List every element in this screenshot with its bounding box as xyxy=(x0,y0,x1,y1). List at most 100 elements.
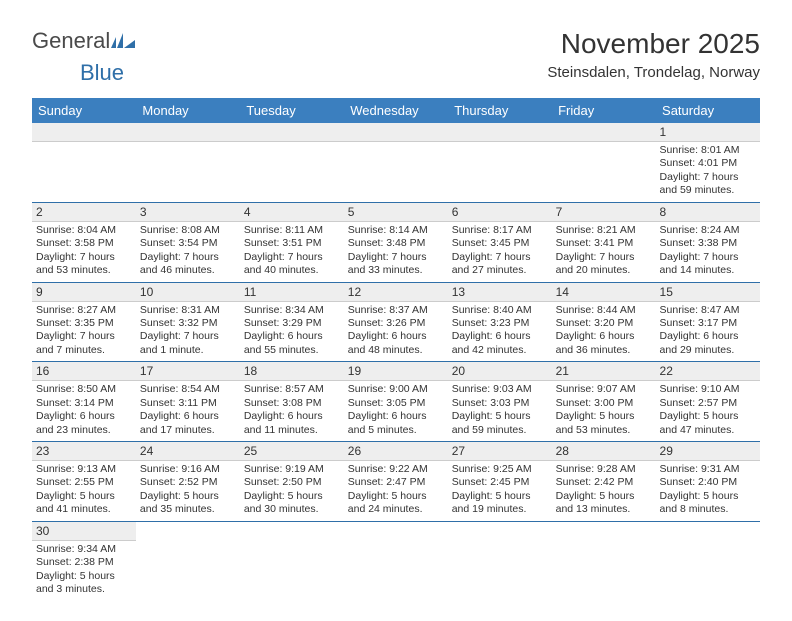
day-cell: 4Sunrise: 8:11 AMSunset: 3:51 PMDaylight… xyxy=(240,202,344,282)
day-detail: Sunrise: 9:07 AMSunset: 3:00 PMDaylight:… xyxy=(552,381,656,441)
day-cell: 15Sunrise: 8:47 AMSunset: 3:17 PMDayligh… xyxy=(656,282,760,362)
week-row: 9Sunrise: 8:27 AMSunset: 3:35 PMDaylight… xyxy=(32,282,760,362)
day-header-thursday: Thursday xyxy=(448,98,552,123)
day-header-saturday: Saturday xyxy=(656,98,760,123)
day-number: 5 xyxy=(344,203,448,222)
day-cell: 22Sunrise: 9:10 AMSunset: 2:57 PMDayligh… xyxy=(656,362,760,442)
day-header-row: SundayMondayTuesdayWednesdayThursdayFrid… xyxy=(32,98,760,123)
day-cell: 26Sunrise: 9:22 AMSunset: 2:47 PMDayligh… xyxy=(344,442,448,522)
day-cell: 23Sunrise: 9:13 AMSunset: 2:55 PMDayligh… xyxy=(32,442,136,522)
day-number: 25 xyxy=(240,442,344,461)
day-detail: Sunrise: 8:57 AMSunset: 3:08 PMDaylight:… xyxy=(240,381,344,441)
day-cell: 25Sunrise: 9:19 AMSunset: 2:50 PMDayligh… xyxy=(240,442,344,522)
day-number: 29 xyxy=(656,442,760,461)
day-cell xyxy=(448,123,552,202)
week-row: 23Sunrise: 9:13 AMSunset: 2:55 PMDayligh… xyxy=(32,442,760,522)
day-cell xyxy=(656,521,760,600)
day-number: 2 xyxy=(32,203,136,222)
day-header-monday: Monday xyxy=(136,98,240,123)
day-cell: 2Sunrise: 8:04 AMSunset: 3:58 PMDaylight… xyxy=(32,202,136,282)
day-cell: 11Sunrise: 8:34 AMSunset: 3:29 PMDayligh… xyxy=(240,282,344,362)
day-detail: Sunrise: 8:50 AMSunset: 3:14 PMDaylight:… xyxy=(32,381,136,441)
header: General Blue November 2025 Steinsdalen, T… xyxy=(32,28,760,86)
day-cell: 21Sunrise: 9:07 AMSunset: 3:00 PMDayligh… xyxy=(552,362,656,442)
day-cell: 10Sunrise: 8:31 AMSunset: 3:32 PMDayligh… xyxy=(136,282,240,362)
day-detail: Sunrise: 9:10 AMSunset: 2:57 PMDaylight:… xyxy=(656,381,760,441)
day-detail: Sunrise: 8:40 AMSunset: 3:23 PMDaylight:… xyxy=(448,302,552,362)
day-header-sunday: Sunday xyxy=(32,98,136,123)
logo-text-2: Blue xyxy=(80,60,124,85)
logo-flag-icon xyxy=(111,28,135,54)
day-number: 13 xyxy=(448,283,552,302)
day-cell: 3Sunrise: 8:08 AMSunset: 3:54 PMDaylight… xyxy=(136,202,240,282)
week-row: 30Sunrise: 9:34 AMSunset: 2:38 PMDayligh… xyxy=(32,521,760,600)
day-detail: Sunrise: 8:47 AMSunset: 3:17 PMDaylight:… xyxy=(656,302,760,362)
day-cell: 30Sunrise: 9:34 AMSunset: 2:38 PMDayligh… xyxy=(32,521,136,600)
day-detail: Sunrise: 8:04 AMSunset: 3:58 PMDaylight:… xyxy=(32,222,136,282)
day-detail: Sunrise: 9:28 AMSunset: 2:42 PMDaylight:… xyxy=(552,461,656,521)
day-detail: Sunrise: 9:00 AMSunset: 3:05 PMDaylight:… xyxy=(344,381,448,441)
day-number: 15 xyxy=(656,283,760,302)
day-number: 11 xyxy=(240,283,344,302)
day-cell xyxy=(32,123,136,202)
day-detail: Sunrise: 8:27 AMSunset: 3:35 PMDaylight:… xyxy=(32,302,136,362)
day-detail: Sunrise: 9:13 AMSunset: 2:55 PMDaylight:… xyxy=(32,461,136,521)
day-number: 4 xyxy=(240,203,344,222)
day-number: 28 xyxy=(552,442,656,461)
day-detail: Sunrise: 9:16 AMSunset: 2:52 PMDaylight:… xyxy=(136,461,240,521)
day-cell xyxy=(552,123,656,202)
day-cell xyxy=(240,123,344,202)
day-detail: Sunrise: 8:17 AMSunset: 3:45 PMDaylight:… xyxy=(448,222,552,282)
logo-text-1: General xyxy=(32,28,110,53)
day-cell: 7Sunrise: 8:21 AMSunset: 3:41 PMDaylight… xyxy=(552,202,656,282)
day-cell xyxy=(240,521,344,600)
day-header-tuesday: Tuesday xyxy=(240,98,344,123)
day-detail: Sunrise: 9:03 AMSunset: 3:03 PMDaylight:… xyxy=(448,381,552,441)
day-number: 9 xyxy=(32,283,136,302)
day-detail: Sunrise: 9:25 AMSunset: 2:45 PMDaylight:… xyxy=(448,461,552,521)
day-detail: Sunrise: 8:01 AMSunset: 4:01 PMDaylight:… xyxy=(656,142,760,202)
day-cell: 20Sunrise: 9:03 AMSunset: 3:03 PMDayligh… xyxy=(448,362,552,442)
day-detail: Sunrise: 8:14 AMSunset: 3:48 PMDaylight:… xyxy=(344,222,448,282)
day-detail: Sunrise: 8:08 AMSunset: 3:54 PMDaylight:… xyxy=(136,222,240,282)
day-number: 20 xyxy=(448,362,552,381)
day-number: 14 xyxy=(552,283,656,302)
day-detail: Sunrise: 8:54 AMSunset: 3:11 PMDaylight:… xyxy=(136,381,240,441)
week-row: 16Sunrise: 8:50 AMSunset: 3:14 PMDayligh… xyxy=(32,362,760,442)
logo: General Blue xyxy=(32,28,135,86)
day-cell: 5Sunrise: 8:14 AMSunset: 3:48 PMDaylight… xyxy=(344,202,448,282)
day-detail: Sunrise: 8:34 AMSunset: 3:29 PMDaylight:… xyxy=(240,302,344,362)
day-number: 19 xyxy=(344,362,448,381)
day-number: 27 xyxy=(448,442,552,461)
day-cell xyxy=(344,521,448,600)
day-number: 1 xyxy=(656,123,760,142)
day-cell xyxy=(136,123,240,202)
day-number: 8 xyxy=(656,203,760,222)
day-header-wednesday: Wednesday xyxy=(344,98,448,123)
week-row: 2Sunrise: 8:04 AMSunset: 3:58 PMDaylight… xyxy=(32,202,760,282)
day-number: 10 xyxy=(136,283,240,302)
month-title: November 2025 xyxy=(547,28,760,60)
day-number: 24 xyxy=(136,442,240,461)
day-cell: 6Sunrise: 8:17 AMSunset: 3:45 PMDaylight… xyxy=(448,202,552,282)
day-cell: 13Sunrise: 8:40 AMSunset: 3:23 PMDayligh… xyxy=(448,282,552,362)
day-number: 12 xyxy=(344,283,448,302)
day-detail: Sunrise: 8:24 AMSunset: 3:38 PMDaylight:… xyxy=(656,222,760,282)
day-number: 30 xyxy=(32,522,136,541)
day-cell: 19Sunrise: 9:00 AMSunset: 3:05 PMDayligh… xyxy=(344,362,448,442)
day-cell: 12Sunrise: 8:37 AMSunset: 3:26 PMDayligh… xyxy=(344,282,448,362)
location: Steinsdalen, Trondelag, Norway xyxy=(547,64,760,81)
day-cell: 24Sunrise: 9:16 AMSunset: 2:52 PMDayligh… xyxy=(136,442,240,522)
day-number: 21 xyxy=(552,362,656,381)
day-cell: 9Sunrise: 8:27 AMSunset: 3:35 PMDaylight… xyxy=(32,282,136,362)
day-number: 22 xyxy=(656,362,760,381)
day-detail: Sunrise: 9:31 AMSunset: 2:40 PMDaylight:… xyxy=(656,461,760,521)
day-number: 23 xyxy=(32,442,136,461)
day-number: 3 xyxy=(136,203,240,222)
day-detail: Sunrise: 8:44 AMSunset: 3:20 PMDaylight:… xyxy=(552,302,656,362)
day-cell xyxy=(136,521,240,600)
day-detail: Sunrise: 9:22 AMSunset: 2:47 PMDaylight:… xyxy=(344,461,448,521)
week-row: 1Sunrise: 8:01 AMSunset: 4:01 PMDaylight… xyxy=(32,123,760,202)
day-cell: 1Sunrise: 8:01 AMSunset: 4:01 PMDaylight… xyxy=(656,123,760,202)
day-cell xyxy=(552,521,656,600)
